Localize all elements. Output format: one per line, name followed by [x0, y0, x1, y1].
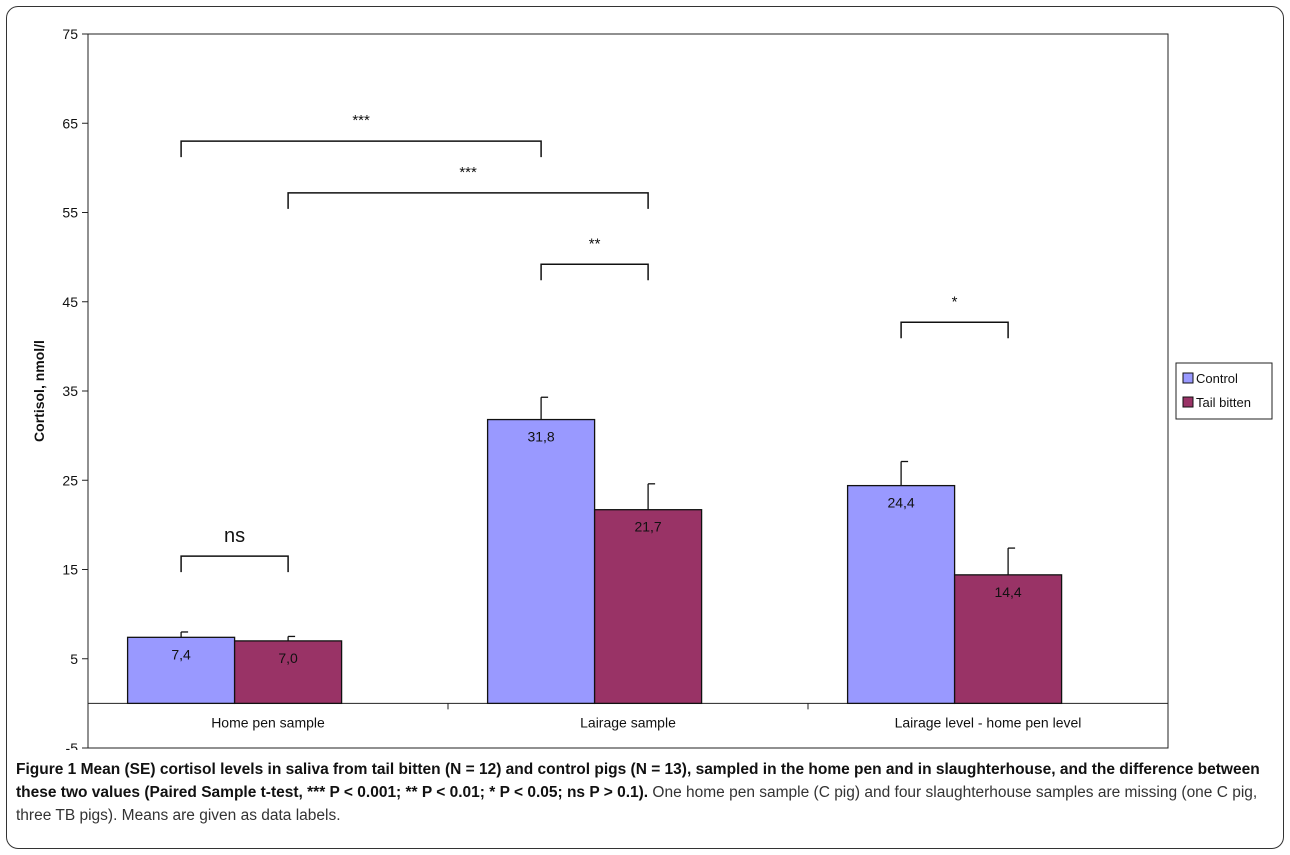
caption-body: One home pen sample (C pig) and four sla… [16, 784, 1258, 824]
legend-swatch [1182, 372, 1194, 384]
data-label: 24,4 [887, 495, 914, 511]
data-label: 21,7 [634, 519, 661, 535]
bar [846, 484, 956, 705]
legend-box [1175, 362, 1273, 420]
data-label: 7,0 [278, 650, 298, 666]
significance-bracket [180, 140, 542, 158]
significance-bracket [180, 555, 289, 573]
significance-label: ns [224, 525, 245, 547]
significance-bracket [287, 192, 649, 209]
bar [953, 574, 1063, 705]
y-tick-label: 15 [62, 562, 78, 578]
bar [593, 509, 703, 705]
y-tick-label: 45 [62, 294, 78, 310]
y-tick-label: 5 [70, 651, 78, 667]
y-tick-label: 65 [62, 115, 78, 131]
y-tick-label: -5 [66, 740, 79, 750]
bar [486, 418, 596, 705]
x-tick-label: Lairage level - home pen level [895, 714, 1082, 730]
y-tick-label: 25 [62, 472, 78, 488]
data-label: 14,4 [994, 584, 1021, 600]
significance-bracket [540, 263, 649, 281]
y-axis-title: Cortisol, nmol/l [31, 340, 47, 442]
y-tick-label: 55 [62, 205, 78, 221]
significance-bracket [900, 321, 1009, 339]
x-tick-label: Lairage sample [580, 714, 676, 730]
y-tick-label: 35 [62, 383, 78, 399]
legend-label: Tail bitten [1196, 395, 1251, 410]
data-label: 7,4 [171, 646, 191, 662]
significance-label: ** [589, 235, 601, 252]
significance-label: * [952, 293, 958, 310]
caption-title: Figure 1 Mean (SE) cortisol levels in sa… [16, 761, 1260, 801]
legend-swatch [1182, 396, 1194, 408]
data-label: 31,8 [527, 429, 554, 445]
significance-label: *** [459, 164, 477, 181]
x-tick-label: Home pen sample [211, 714, 325, 730]
y-tick-label: 75 [62, 26, 78, 42]
significance-label: *** [352, 112, 370, 129]
legend-label: Control [1196, 371, 1238, 386]
chart: -5 5 15 25 35 45 55 65 75 Home pen sample Lairage … [31, 26, 1273, 750]
figure-frame [6, 6, 1284, 849]
figure-caption: Figure 1 Mean (SE) cortisol levels in sa… [16, 758, 1278, 827]
